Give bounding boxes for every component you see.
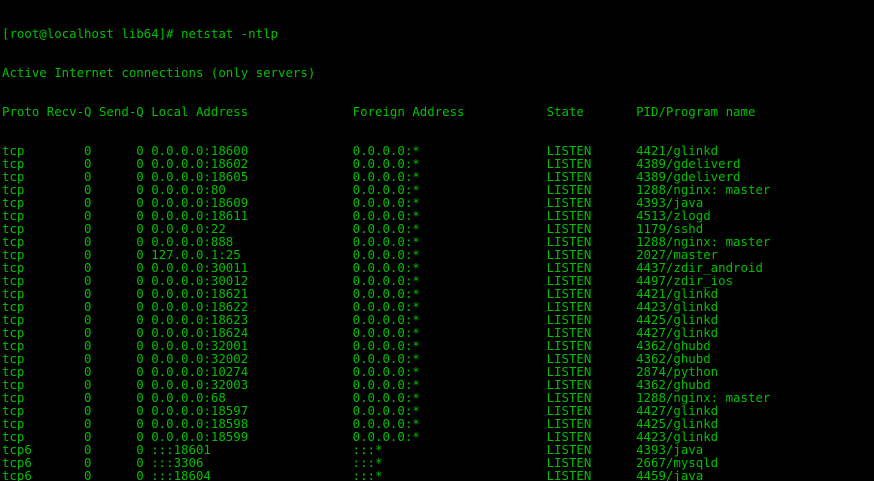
netstat-row: tcp6 0 0 :::18601 :::* LISTEN 4393/java xyxy=(2,442,704,457)
netstat-row: tcp 0 0 0.0.0.0:18622 0.0.0.0:* LISTEN 4… xyxy=(2,299,719,314)
netstat-row: tcp 0 0 0.0.0.0:888 0.0.0.0:* LISTEN 128… xyxy=(2,234,771,249)
command-prompt-line: [root@localhost lib64]# netstat -ntlp xyxy=(2,26,279,41)
netstat-row: tcp 0 0 0.0.0.0:18597 0.0.0.0:* LISTEN 4… xyxy=(2,403,719,418)
netstat-row: tcp 0 0 0.0.0.0:32001 0.0.0.0:* LISTEN 4… xyxy=(2,338,711,353)
netstat-row: tcp 0 0 0.0.0.0:32003 0.0.0.0:* LISTEN 4… xyxy=(2,377,711,392)
netstat-row: tcp 0 0 0.0.0.0:18598 0.0.0.0:* LISTEN 4… xyxy=(2,416,719,431)
netstat-column-header: Proto Recv-Q Send-Q Local Address Foreig… xyxy=(2,104,756,119)
netstat-row: tcp 0 0 0.0.0.0:18609 0.0.0.0:* LISTEN 4… xyxy=(2,195,704,210)
netstat-row: tcp 0 0 0.0.0.0:68 0.0.0.0:* LISTEN 1288… xyxy=(2,390,771,405)
netstat-row: tcp6 0 0 :::18604 :::* LISTEN 4459/java xyxy=(2,468,704,481)
netstat-row: tcp 0 0 0.0.0.0:32002 0.0.0.0:* LISTEN 4… xyxy=(2,351,711,366)
netstat-row: tcp 0 0 0.0.0.0:18621 0.0.0.0:* LISTEN 4… xyxy=(2,286,719,301)
netstat-row: tcp 0 0 0.0.0.0:18624 0.0.0.0:* LISTEN 4… xyxy=(2,325,719,340)
netstat-row: tcp 0 0 0.0.0.0:10274 0.0.0.0:* LISTEN 2… xyxy=(2,364,719,379)
netstat-rows: tcp 0 0 0.0.0.0:18600 0.0.0.0:* LISTEN 4… xyxy=(2,144,874,481)
netstat-row: tcp 0 0 0.0.0.0:18602 0.0.0.0:* LISTEN 4… xyxy=(2,156,741,171)
netstat-row: tcp 0 0 0.0.0.0:22 0.0.0.0:* LISTEN 1179… xyxy=(2,221,704,236)
netstat-row: tcp 0 0 127.0.0.1:25 0.0.0.0:* LISTEN 20… xyxy=(2,247,719,262)
netstat-row: tcp 0 0 0.0.0.0:30012 0.0.0.0:* LISTEN 4… xyxy=(2,273,734,288)
netstat-row: tcp 0 0 0.0.0.0:80 0.0.0.0:* LISTEN 1288… xyxy=(2,182,771,197)
netstat-row: tcp 0 0 0.0.0.0:18599 0.0.0.0:* LISTEN 4… xyxy=(2,429,719,444)
netstat-row: tcp 0 0 0.0.0.0:18600 0.0.0.0:* LISTEN 4… xyxy=(2,143,719,158)
netstat-row: tcp 0 0 0.0.0.0:18623 0.0.0.0:* LISTEN 4… xyxy=(2,312,719,327)
netstat-row: tcp 0 0 0.0.0.0:18605 0.0.0.0:* LISTEN 4… xyxy=(2,169,741,184)
netstat-row: tcp 0 0 0.0.0.0:30011 0.0.0.0:* LISTEN 4… xyxy=(2,260,763,275)
netstat-row: tcp6 0 0 :::3306 :::* LISTEN 2667/mysqld xyxy=(2,455,719,470)
netstat-row: tcp 0 0 0.0.0.0:18611 0.0.0.0:* LISTEN 4… xyxy=(2,208,711,223)
netstat-subtitle: Active Internet connections (only server… xyxy=(2,65,316,80)
